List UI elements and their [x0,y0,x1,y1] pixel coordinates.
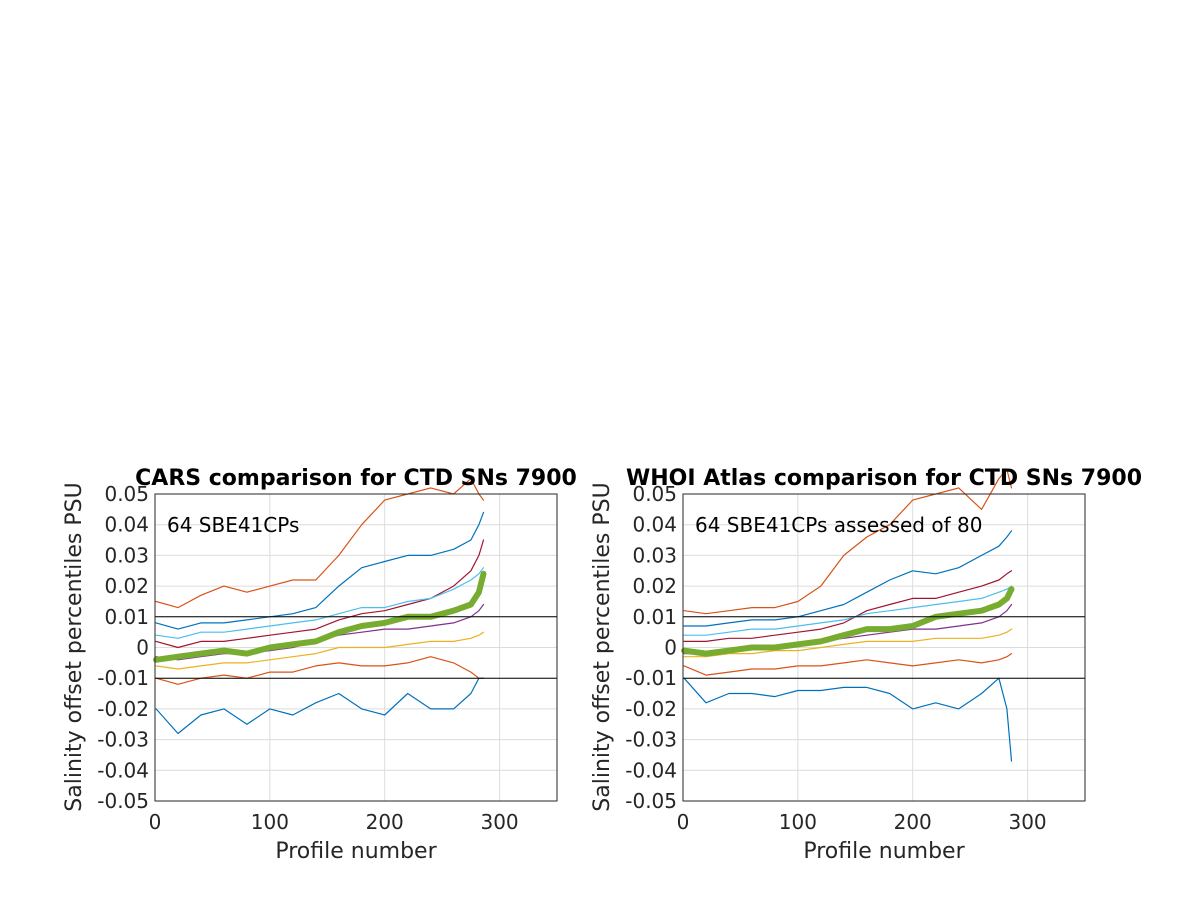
x-axis-label: Profile number [803,839,965,864]
y-tick-label: 0 [136,636,149,660]
x-tick-label: 200 [894,810,932,834]
y-tick-label: 0 [664,636,677,660]
y-tick-label: 0.04 [632,513,677,537]
y-tick-label: 0.03 [104,543,149,567]
y-tick-label: 0.03 [632,543,677,567]
x-axis-label: Profile number [275,839,437,864]
y-axis-label: Salinity offset percentiles PSU [590,482,615,811]
x-tick-label: 0 [149,810,162,834]
y-tick-label: -0.05 [97,789,149,813]
y-tick-label: -0.02 [97,697,149,721]
x-tick-label: 100 [779,810,817,834]
chart-title: CARS comparison for CTD SNs 7900 [135,466,577,491]
y-tick-label: -0.04 [625,758,677,782]
y-tick-label: -0.04 [97,758,149,782]
y-tick-label: 0.02 [104,574,149,598]
figure: 0 100 200 300 -0.05 -0.04 -0.03 -0.02 -0.01 0 0.0… [0,0,1200,900]
y-tick-label: -0.03 [97,728,149,752]
x-tick-label: 300 [480,810,518,834]
y-tick-label: 0.04 [104,513,149,537]
y-tick-label: -0.05 [625,789,677,813]
y-tick-label: 0.02 [632,574,677,598]
y-tick-label: 0.01 [632,605,677,629]
y-axis-label: Salinity offset percentiles PSU [62,482,87,811]
x-tick-label: 100 [251,810,289,834]
chart-title: WHOI Atlas comparison for CTD SNs 7900 [626,466,1142,491]
x-tick-label: 300 [1008,810,1046,834]
y-tick-label: 0.01 [104,605,149,629]
annotation-text: 64 SBE41CPs assessed of 80 [695,513,982,537]
y-tick-label: -0.02 [625,697,677,721]
y-tick-label: -0.01 [625,666,677,690]
x-tick-label: 200 [366,810,404,834]
annotation-text: 64 SBE41CPs [167,513,299,537]
x-tick-label: 0 [677,810,690,834]
y-tick-label: -0.03 [625,728,677,752]
y-tick-label: -0.01 [97,666,149,690]
